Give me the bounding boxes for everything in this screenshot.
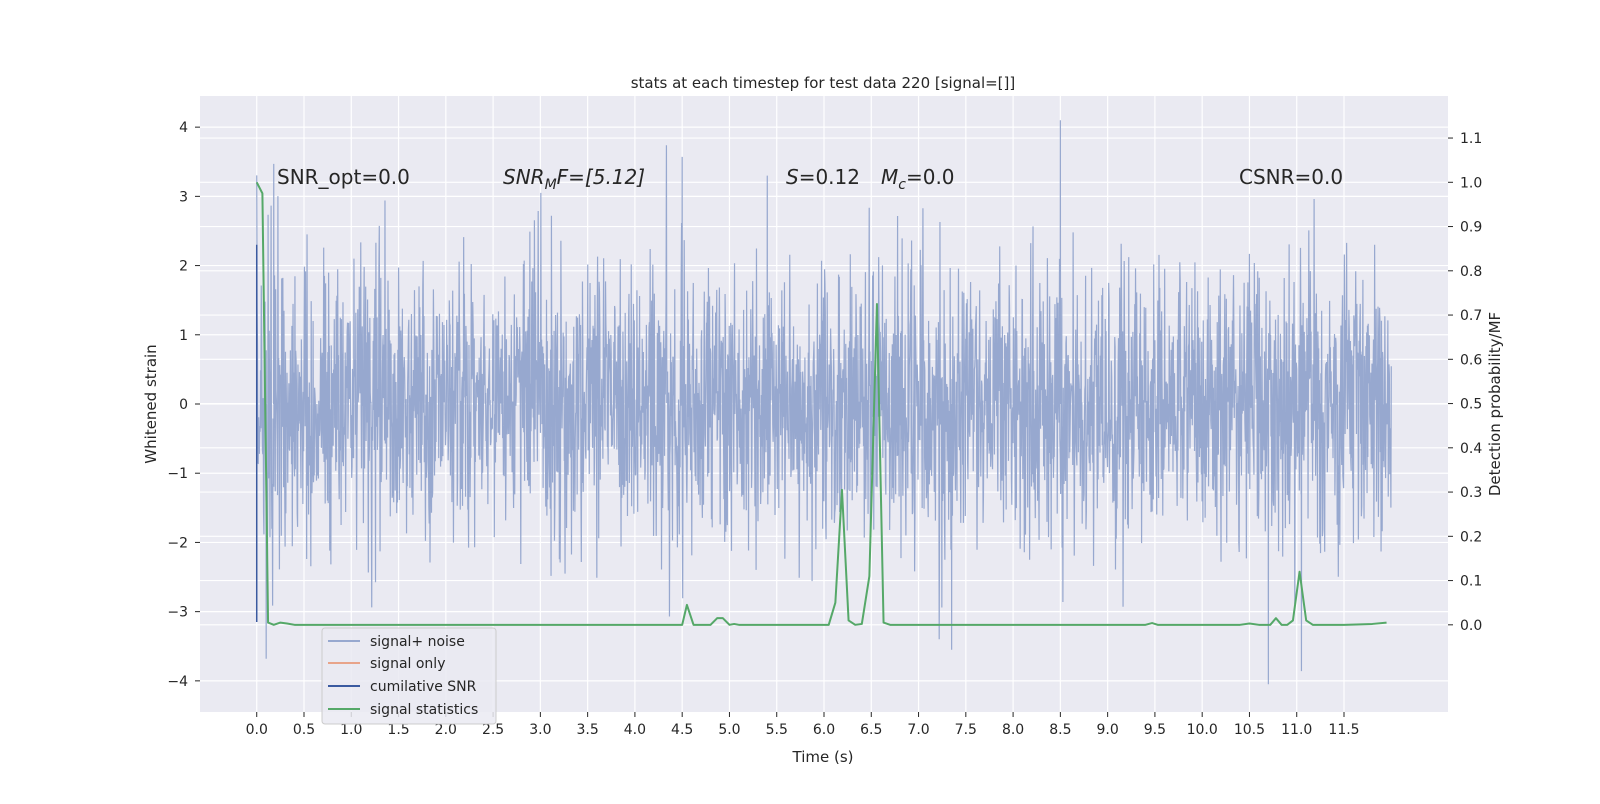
s-symbol: S bbox=[786, 165, 799, 189]
x-tick-label: 5.5 bbox=[766, 722, 788, 738]
x-tick-label: 0.0 bbox=[246, 722, 268, 738]
x-tick-label: 11.5 bbox=[1328, 722, 1359, 738]
y-tick-label: 1 bbox=[179, 328, 188, 344]
y2-tick-label: 0.6 bbox=[1460, 352, 1482, 368]
x-tick-label: 9.5 bbox=[1144, 722, 1166, 738]
x-tick-label: 4.5 bbox=[671, 722, 693, 738]
chart-title: stats at each timestep for test data 220… bbox=[631, 74, 1016, 92]
s-annotation: S=0.12 bbox=[786, 165, 860, 189]
y-tick-label: −2 bbox=[167, 535, 188, 551]
x-tick-label: 3.0 bbox=[529, 722, 551, 738]
y-axis-left: −4 −3 −2 −1 0 1 2 3 4 bbox=[167, 120, 200, 690]
snr-opt-annotation: SNR_opt=0.0 bbox=[277, 165, 410, 189]
y2-tick-label: 0.1 bbox=[1460, 574, 1482, 590]
x-tick-label: 7.0 bbox=[907, 722, 929, 738]
y-tick-label: 0 bbox=[179, 397, 188, 413]
legend-label-signal-noise: signal+ noise bbox=[370, 634, 465, 650]
x-tick-label: 8.0 bbox=[1002, 722, 1024, 738]
y-tick-label: −3 bbox=[167, 605, 188, 621]
legend-label-cumulative-snr: cumilative SNR bbox=[370, 679, 477, 695]
y2-tick-label: 0.2 bbox=[1460, 529, 1482, 545]
y-tick-label: −4 bbox=[167, 674, 188, 690]
y2-tick-label: 1.0 bbox=[1460, 175, 1482, 191]
y2-tick-label: 0.4 bbox=[1460, 441, 1482, 457]
y2-tick-label: 0.3 bbox=[1460, 485, 1482, 501]
mc-symbol: M bbox=[881, 165, 898, 189]
s-value: =0.12 bbox=[799, 165, 860, 189]
y2-axis-label: Detection probability/MF bbox=[1486, 312, 1504, 496]
legend-label-signal-statistics: signal statistics bbox=[370, 702, 478, 718]
mc-value: =0.0 bbox=[906, 165, 955, 189]
csnr-annotation: CSNR=0.0 bbox=[1239, 165, 1343, 189]
snr-mf-subscript: M bbox=[545, 177, 557, 193]
y2-tick-label: 0.0 bbox=[1460, 618, 1482, 634]
x-tick-label: 5.0 bbox=[718, 722, 740, 738]
x-tick-label: 11.0 bbox=[1281, 722, 1312, 738]
y-tick-label: 3 bbox=[179, 189, 188, 205]
y2-tick-label: 0.8 bbox=[1460, 264, 1482, 280]
x-tick-label: 0.5 bbox=[293, 722, 315, 738]
x-tick-label: 7.5 bbox=[955, 722, 977, 738]
x-tick-label: 4.0 bbox=[624, 722, 646, 738]
y-axis-label: Whitened strain bbox=[142, 344, 160, 463]
y-axis-right: 0.0 0.1 0.2 0.3 0.4 0.5 0.6 0.7 0.8 0.9 1.0 1.1 bbox=[1448, 131, 1482, 634]
x-tick-label: 3.5 bbox=[577, 722, 599, 738]
snr-mf-symbol: SNR bbox=[503, 165, 545, 189]
legend: signal+ noise signal only cumilative SNR… bbox=[322, 628, 496, 724]
y2-tick-label: 0.9 bbox=[1460, 220, 1482, 236]
x-tick-label: 10.0 bbox=[1187, 722, 1218, 738]
x-tick-label: 10.5 bbox=[1234, 722, 1265, 738]
x-tick-label: 8.5 bbox=[1049, 722, 1071, 738]
legend-label-signal-only: signal only bbox=[370, 656, 445, 672]
x-axis-label: Time (s) bbox=[792, 748, 854, 766]
x-tick-label: 6.0 bbox=[813, 722, 835, 738]
y-tick-label: 2 bbox=[179, 259, 188, 275]
y2-tick-label: 1.1 bbox=[1460, 131, 1482, 147]
x-tick-label: 6.5 bbox=[860, 722, 882, 738]
mc-annotation: Mc=0.0 bbox=[881, 165, 955, 193]
y2-tick-label: 0.7 bbox=[1460, 308, 1482, 324]
x-tick-label: 9.0 bbox=[1097, 722, 1119, 738]
snr-mf-value: F=[5.12] bbox=[557, 165, 645, 189]
y2-tick-label: 0.5 bbox=[1460, 397, 1482, 413]
y-tick-label: −1 bbox=[167, 466, 188, 482]
y-tick-label: 4 bbox=[179, 120, 188, 136]
snr-mf-annotation: SNRMF=[5.12] bbox=[503, 165, 645, 193]
